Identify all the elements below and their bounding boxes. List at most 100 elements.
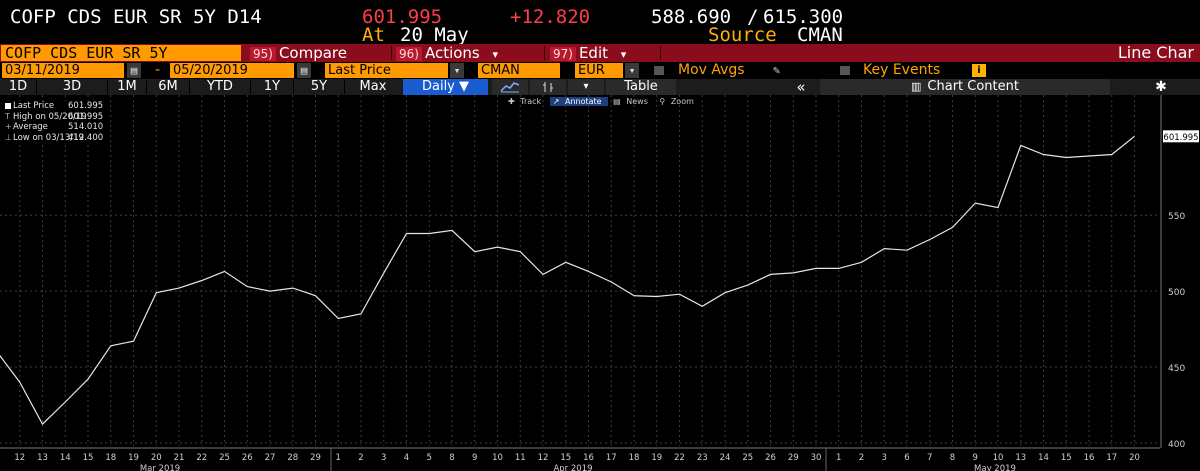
source-value: CMAN [797,24,843,46]
chevron-down-icon: ▾ [492,48,499,61]
at-date: 20 May [400,24,469,46]
chart-legend: Last Price 601.995 T High on 05/20/19 60… [3,101,103,145]
range-1d[interactable]: 1D [8,79,28,94]
annotate-tool[interactable]: ↗ Annotate [549,97,608,106]
x-tick-label: 19 [128,453,139,463]
track-tool[interactable]: ✚ Track [505,97,547,106]
range-6m[interactable]: 6M [158,79,178,94]
x-tick-label: 13 [1015,453,1026,463]
news-label: News [626,97,648,106]
legend-label: High on 05/20/19 [13,111,87,122]
calendar-icon[interactable]: ▤ [297,63,311,78]
chart-type-label[interactable]: Line Char [1117,43,1194,62]
x-tick-label: 14 [60,453,71,463]
legend-label: Low on 03/13/19 [13,132,84,143]
ticker-title: COFP CDS EUR SR 5Y D14 [10,6,262,28]
x-tick-label: 18 [629,453,640,463]
y-tick-label: 450 [1168,364,1185,374]
chart-grid [0,95,1160,446]
x-tick-label: 26 [242,453,253,463]
x-tick-label: 23 [697,453,708,463]
range-slash: / [747,6,759,28]
low-marker-icon: ⊥ [5,132,12,142]
actions-number: 96) [396,47,422,61]
y-axis: 400 450 500 550 [1160,95,1185,450]
mov-avgs-label[interactable]: Mov Avgs [678,62,745,78]
x-tick-label: 8 [950,453,955,463]
x-tick-label: 9 [472,453,477,463]
collapse-icon[interactable]: « [796,78,806,96]
x-tick-label: 10 [993,453,1004,463]
x-tick-label: 22 [196,453,207,463]
x-tick-label: 19 [651,453,662,463]
security-header: COFP CDS EUR SR 5Y D14 601.995 +12.820 5… [0,0,1200,46]
x-tick-label: 28 [287,453,298,463]
chart-content-button[interactable]: ▥ Chart Content [820,79,1110,95]
security-field[interactable]: COFP CDS EUR SR 5Y [1,45,241,61]
x-tick-label: 22 [674,453,685,463]
range-3d[interactable]: 3D [62,79,82,94]
range-ytd[interactable]: YTD [207,79,233,94]
range-5y[interactable]: 5Y [310,79,328,94]
calendar-icon[interactable]: ▤ [127,63,141,78]
last-price: 601.995 [362,6,443,28]
bar-chart-icon[interactable] [530,79,566,95]
range-1y[interactable]: 1Y [263,79,281,94]
line-chart-icon[interactable] [492,79,528,95]
x-tick-label: 20 [151,453,162,463]
settings-icon[interactable]: ✱ [1155,79,1167,95]
edit-menu[interactable]: 97) Edit ▾ [550,45,660,61]
menu-divider [544,46,545,60]
y-tick-label: 500 [1168,288,1185,298]
legend-value: 514.010 [68,122,104,132]
range-divider [189,80,190,94]
x-tick-label: 15 [83,453,94,463]
x-tick-label: 16 [1084,453,1095,463]
y-tick-label: 550 [1168,212,1185,222]
compare-menu[interactable]: 95) Compare [250,45,388,61]
dropdown-arrow-icon[interactable]: ▾ [450,63,464,78]
range-divider [344,80,345,94]
end-date-field[interactable]: 05/20/2019 [170,63,294,78]
currency-field[interactable]: EUR [575,63,623,78]
frequency-select[interactable]: Daily ▼ [403,79,488,95]
compare-label: Compare [278,44,347,62]
range-max[interactable]: Max [359,79,387,94]
high-marker-icon: T [5,111,10,121]
chart-style-dropdown-icon[interactable]: ▾ [568,79,604,95]
range-divider [250,80,251,94]
legend-row-last: Last Price 601.995 [3,101,103,112]
start-date-field[interactable]: 03/11/2019 [2,63,124,78]
edit-number: 97) [550,47,576,61]
chart-content-label: Chart Content [927,79,1019,94]
pencil-icon[interactable]: ✎ [773,63,781,77]
last-price-swatch [5,103,11,109]
x-tick-label: 21 [174,453,185,463]
x-tick-label: 8 [449,453,454,463]
actions-menu[interactable]: 96) Actions ▾ [396,45,540,61]
x-tick-label: 14 [1038,453,1049,463]
legend-row-average: + Average 514.010 [3,122,103,133]
zoom-tool[interactable]: ⚲ Zoom [656,97,699,106]
dropdown-arrow-icon[interactable]: ▾ [625,63,639,78]
x-tick-label: 30 [811,453,822,463]
key-events-label[interactable]: Key Events [863,62,941,78]
month-label: Mar 2019 [140,464,180,471]
menu-divider [660,46,661,60]
month-label: Apr 2019 [553,464,592,471]
news-tool[interactable]: ▤ News [610,97,654,106]
key-events-checkbox[interactable] [840,66,850,75]
range-divider [146,80,147,94]
mov-avgs-checkbox[interactable] [654,66,664,75]
x-tick-label: 17 [606,453,617,463]
x-tick-label: 12 [538,453,549,463]
x-axis: 12 13 14 15 18 19 20 21 22 25 26 27 28 29 1 2 3 4 5 8 9 10 11 1… [0,447,1160,471]
source-field[interactable]: CMAN [478,63,560,78]
price-field-select[interactable]: Last Price [325,63,448,78]
zoom-label: Zoom [670,97,694,106]
range-divider [107,80,108,94]
price-chart[interactable]: 12 13 14 15 18 19 20 21 22 25 26 27 28 29 1 2 3 4 5 8 9 10 11 1… [0,95,1200,471]
info-icon[interactable]: i [972,64,986,77]
table-button[interactable]: Table [606,79,676,95]
range-1m[interactable]: 1M [117,79,137,94]
